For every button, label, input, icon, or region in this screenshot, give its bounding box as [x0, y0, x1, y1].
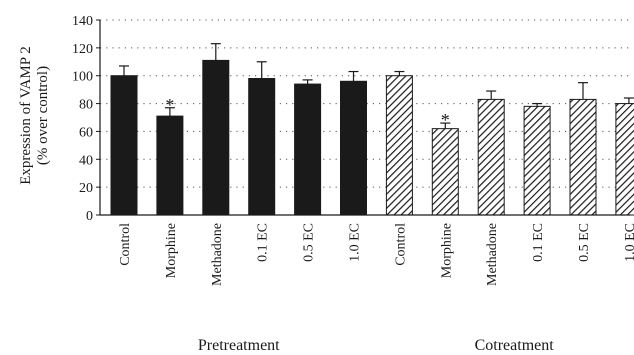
- bar-pretreatment-methadone: [202, 59, 230, 216]
- y-axis-title: Expression of VAMP 2(% over control): [18, 46, 51, 185]
- x-tick-label: 0.5 EC: [302, 223, 317, 262]
- x-tick-label: Control: [118, 223, 133, 266]
- x-tick-label: Morphine: [439, 223, 454, 278]
- bars: [110, 43, 634, 216]
- significance-marker: *: [441, 110, 450, 130]
- x-tick-label: 0.1 EC: [256, 223, 271, 262]
- y-tick-label: 40: [79, 153, 93, 168]
- y-tick-label: 100: [72, 70, 93, 85]
- labels: 0 20 40 60 80 100 120 140 Expression of VAMP 2(%…: [18, 14, 634, 354]
- y-tick-label: 140: [72, 14, 93, 29]
- bar-pretreatment-control: [110, 75, 138, 216]
- x-tick-label: Control: [393, 223, 408, 266]
- x-tick-label: Methadone: [210, 223, 225, 286]
- x-tick-label: 0.5 EC: [577, 223, 592, 262]
- bar-cotreatment-methadone: [477, 98, 505, 216]
- y-tick-label: 20: [79, 181, 93, 196]
- bar-cotreatment-morphine: [431, 128, 459, 216]
- group-label-pretreatment: Pretreatment: [198, 337, 280, 354]
- group-label-cotreatment: Cotreatment: [475, 337, 555, 354]
- y-axis-title-line: Expression of VAMP 2: [18, 46, 34, 185]
- x-tick-label: 1.0 EC: [348, 223, 363, 262]
- bar-cotreatment-control: [385, 75, 413, 216]
- bar-pretreatment-0-5-ec: [294, 83, 322, 216]
- y-axis-title-line: (% over control): [35, 66, 51, 165]
- bar-pretreatment-0-1-ec: [248, 78, 276, 216]
- x-tick-label: 0.1 EC: [531, 223, 546, 262]
- x-tick-label: Morphine: [164, 223, 179, 278]
- axes: [96, 19, 630, 216]
- x-tick-label: Methadone: [485, 223, 500, 286]
- bar-cotreatment-0-5-ec: [569, 98, 597, 216]
- y-tick-label: 120: [72, 42, 93, 57]
- bar-pretreatment-morphine: [156, 115, 184, 216]
- significance-marker: *: [165, 95, 174, 115]
- y-tick-label: 60: [79, 125, 93, 140]
- bar-pretreatment-1-0-ec: [340, 80, 367, 216]
- y-tick-label: 0: [86, 209, 93, 224]
- bar-cotreatment-1-0-ec: [615, 103, 634, 216]
- x-tick-label: 1.0 EC: [623, 223, 634, 262]
- y-tick-label: 80: [79, 98, 93, 113]
- bar-cotreatment-0-1-ec: [523, 105, 551, 216]
